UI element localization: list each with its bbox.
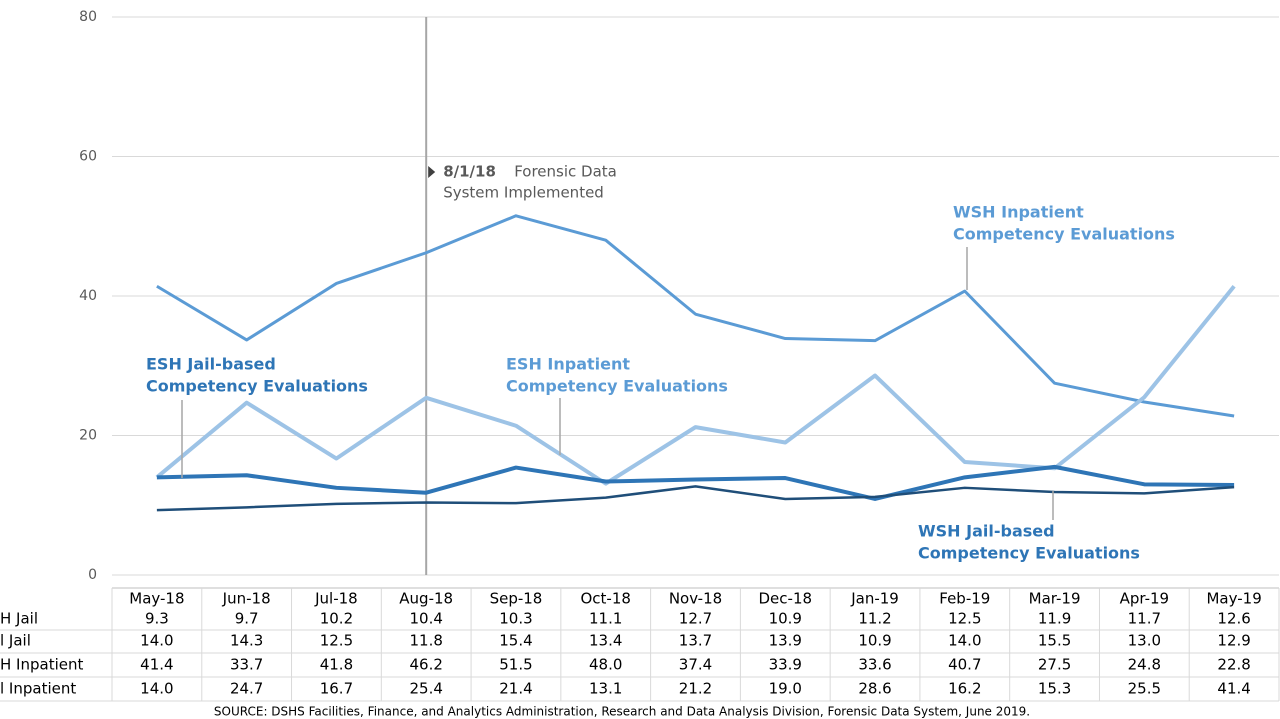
event-date: 8/1/18 [443, 163, 496, 181]
x-tick-label: Dec-18 [759, 590, 813, 608]
table-cell: 27.5 [1038, 656, 1071, 674]
x-tick-label: May-18 [129, 590, 184, 608]
table-cell: 9.3 [145, 610, 169, 628]
x-tick-label: Apr-19 [1120, 590, 1170, 608]
y-tick-label: 40 [79, 288, 97, 304]
table-cell: 21.2 [679, 680, 712, 698]
table-cell: 13.1 [589, 680, 622, 698]
table-cell: 25.5 [1128, 680, 1161, 698]
table-cell: 48.0 [589, 656, 622, 674]
series-line [156, 464, 1235, 501]
x-tick-label: Sep-18 [490, 590, 543, 608]
table-cell: 37.4 [679, 656, 712, 674]
y-tick-label: 0 [88, 567, 97, 583]
series-line [156, 485, 1235, 512]
table-cell: 11.1 [589, 610, 622, 628]
table-cell: 21.4 [499, 680, 532, 698]
table-cell: 14.0 [140, 632, 173, 650]
table-cell: 15.4 [499, 632, 532, 650]
row-label: l Jail [0, 632, 31, 650]
row-label: H Inpatient [0, 656, 83, 674]
x-tick-label: Nov-18 [669, 590, 722, 608]
event-marker [428, 166, 436, 178]
source: SOURCE: DSHS Facilities, Finance, and An… [214, 705, 1030, 719]
table-cell: 12.6 [1217, 610, 1250, 628]
series-annotation: Competency Evaluations [506, 377, 728, 396]
table-cell: 19.0 [769, 680, 802, 698]
x-tick-label: Oct-18 [581, 590, 631, 608]
table-cell: 13.9 [769, 632, 802, 650]
table-cell: 10.2 [320, 610, 353, 628]
table-cell: 11.9 [1038, 610, 1071, 628]
table-cell: 13.0 [1128, 632, 1161, 650]
event-text: Forensic Data [514, 163, 617, 181]
series-annotation: ESH Inpatient [506, 355, 630, 374]
table-cell: 41.8 [320, 656, 353, 674]
table-cell: 22.8 [1217, 656, 1250, 674]
series-annotation: Competency Evaluations [918, 544, 1140, 563]
series-annotation: ESH Jail-based [146, 355, 276, 374]
x-tick-label: Jun-18 [222, 590, 271, 608]
table-cell: 15.3 [1038, 680, 1071, 698]
table-cell: 13.7 [679, 632, 712, 650]
table-cell: 10.4 [409, 610, 442, 628]
table-cell: 9.7 [235, 610, 259, 628]
table-cell: 46.2 [409, 656, 442, 674]
row-label: H Jail [0, 610, 38, 628]
table-cell: 16.7 [320, 680, 353, 698]
x-tick-label: Feb-19 [939, 590, 990, 608]
series-annotation: Competency Evaluations [146, 377, 368, 396]
y-tick-label: 20 [79, 428, 97, 444]
table-cell: 40.7 [948, 656, 981, 674]
x-tick-label: Aug-18 [399, 590, 453, 608]
table-cell: 41.4 [140, 656, 173, 674]
table-cell: 11.7 [1128, 610, 1161, 628]
table-cell: 14.0 [948, 632, 981, 650]
x-tick-label: Jan-19 [850, 590, 899, 608]
table-cell: 13.4 [589, 632, 622, 650]
x-tick-label: May-19 [1206, 590, 1261, 608]
table-cell: 24.8 [1128, 656, 1161, 674]
table-cell: 41.4 [1217, 680, 1250, 698]
series-annotation: WSH Jail-based [918, 522, 1055, 541]
table-cell: 10.9 [858, 632, 891, 650]
table-cell: 10.9 [769, 610, 802, 628]
y-tick-label: 80 [79, 9, 97, 25]
table-cell: 33.7 [230, 656, 263, 674]
event-text: System Implemented [443, 184, 604, 202]
x-tick-label: Jul-18 [314, 590, 358, 608]
table-cell: 14.0 [140, 680, 173, 698]
table-cell: 11.2 [858, 610, 891, 628]
table-cell: 14.3 [230, 632, 263, 650]
y-tick-label: 60 [79, 149, 97, 165]
table-cell: 12.5 [320, 632, 353, 650]
series-annotation: WSH Inpatient [953, 203, 1084, 222]
row-label: l Inpatient [0, 680, 76, 698]
table-cell: 33.6 [858, 656, 891, 674]
table-cell: 16.2 [948, 680, 981, 698]
table-cell: 12.9 [1217, 632, 1250, 650]
table-cell: 51.5 [499, 656, 532, 674]
table-cell: 33.9 [769, 656, 802, 674]
table-cell: 10.3 [499, 610, 532, 628]
table-cell: 15.5 [1038, 632, 1071, 650]
series-line [156, 214, 1235, 418]
table-cell: 24.7 [230, 680, 263, 698]
table-cell: 25.4 [409, 680, 442, 698]
table-cell: 28.6 [858, 680, 891, 698]
table-cell: 12.5 [948, 610, 981, 628]
table-cell: 12.7 [679, 610, 712, 628]
x-tick-label: Mar-19 [1029, 590, 1081, 608]
series-annotation: Competency Evaluations [953, 225, 1175, 244]
table-cell: 11.8 [409, 632, 442, 650]
